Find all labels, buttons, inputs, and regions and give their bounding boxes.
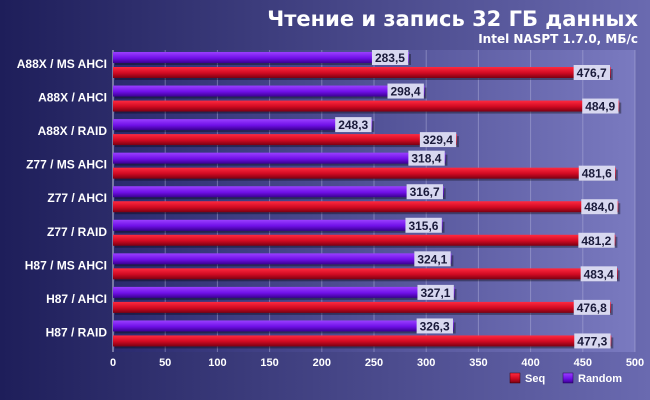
bar-seq [113, 167, 616, 179]
x-tick-label: 100 [208, 357, 226, 369]
category-label: H87 / RAID [46, 325, 108, 339]
data-label-seq: 329,4 [423, 133, 453, 147]
bar-seq [113, 234, 616, 246]
category-label: A88X / AHCI [38, 91, 107, 105]
bar-seq [113, 134, 457, 146]
chart-title: Чтение и запись 32 ГБ данных [267, 7, 638, 31]
x-tick-label: 250 [365, 357, 383, 369]
legend-swatch-seq [509, 372, 521, 384]
x-tick-label: 200 [313, 357, 331, 369]
data-label-bg [578, 165, 616, 181]
data-label-random: 298,4 [390, 85, 420, 99]
data-label-seq: 484,0 [584, 200, 614, 214]
category-label: Z77 / AHCI [47, 191, 107, 205]
legend-swatch-random [562, 372, 574, 384]
data-label-bg [417, 284, 454, 300]
data-label-bg [416, 318, 453, 334]
data-label-random: 324,1 [417, 252, 447, 266]
data-label-seq: 476,8 [577, 301, 607, 315]
data-label-seq: 483,4 [584, 267, 614, 281]
data-label-bg [581, 199, 618, 215]
bar-seq [113, 268, 618, 280]
data-label-seq: 481,6 [582, 167, 612, 181]
x-tick-label: 400 [521, 357, 539, 369]
data-label-random: 326,3 [420, 319, 450, 333]
bar-seq [113, 201, 619, 213]
category-label: Z77 / RAID [47, 225, 107, 239]
data-label-seq: 476,7 [577, 66, 607, 80]
category-label: H87 / MS AHCI [25, 258, 107, 272]
data-label-random: 315,6 [408, 219, 438, 233]
data-label-random: 318,4 [411, 152, 441, 166]
data-label-bg [414, 251, 451, 267]
bar-random [113, 219, 443, 231]
data-label-random: 327,1 [420, 286, 450, 300]
data-label-bg [573, 299, 611, 315]
data-label-random: 248,3 [338, 118, 368, 132]
x-tick-label: 300 [417, 357, 435, 369]
bar-random [113, 119, 373, 131]
x-tick-label: 0 [110, 357, 116, 369]
bar-random [113, 152, 446, 164]
x-tick-label: 50 [159, 357, 171, 369]
chart-subtitle: Intel NASPT 1.7.0, МБ/с [478, 32, 638, 46]
legend-label-seq: Seq [525, 373, 545, 385]
category-label: A88X / MS AHCI [17, 57, 107, 71]
bar-seq [113, 100, 620, 112]
category-label: H87 / AHCI [46, 292, 107, 306]
bar-random [113, 85, 425, 97]
data-label-bg [408, 150, 445, 166]
bar-seq [113, 301, 611, 313]
data-label-bg [574, 333, 611, 349]
category-label: A88X / RAID [38, 124, 108, 138]
bar-random [113, 186, 444, 198]
data-label-bg [573, 65, 610, 80]
data-label-bg [582, 98, 619, 114]
data-label-seq: 477,3 [577, 334, 607, 348]
category-label: Z77 / MS AHCI [26, 158, 107, 172]
plot-area [113, 50, 635, 352]
data-label-bg [578, 232, 615, 248]
bar-random [113, 320, 454, 332]
data-label-bg [580, 266, 617, 282]
x-tick-label: 500 [626, 357, 644, 369]
data-label-seq: 481,2 [581, 234, 611, 248]
data-label-random: 316,7 [410, 185, 440, 199]
legend-label-random: Random [578, 373, 622, 385]
data-label-bg [335, 117, 372, 133]
x-tick-label: 150 [260, 357, 278, 369]
bar-seq [113, 67, 611, 78]
x-tick-label: 350 [469, 357, 487, 369]
bar-random [113, 253, 452, 265]
data-label-bg [406, 184, 443, 200]
data-label-random: 283,5 [375, 51, 405, 65]
data-label-bg [371, 50, 409, 65]
bar-random [113, 52, 409, 63]
bar-seq [113, 335, 612, 347]
data-label-bg [387, 83, 424, 99]
data-label-bg [405, 217, 442, 233]
data-label-bg [419, 132, 457, 148]
bar-random [113, 286, 455, 298]
data-label-seq: 484,9 [585, 100, 615, 114]
x-tick-label: 450 [574, 357, 592, 369]
